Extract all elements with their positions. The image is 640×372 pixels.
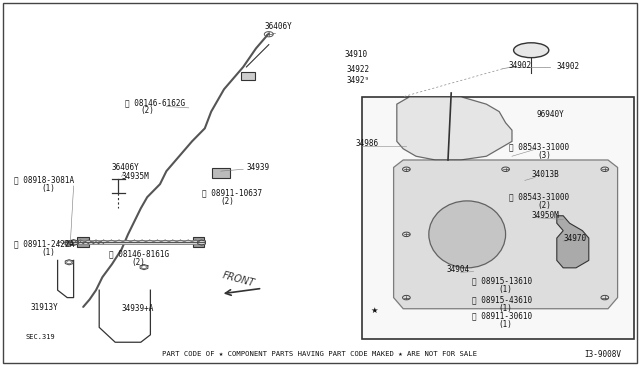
Ellipse shape — [513, 43, 548, 58]
Text: (1): (1) — [42, 248, 56, 257]
Text: 34922: 34922 — [347, 65, 370, 74]
Text: (3): (3) — [538, 151, 552, 160]
Text: (2): (2) — [221, 197, 235, 206]
Text: 34970: 34970 — [563, 234, 586, 243]
Text: Ⓢ 08543-31000: Ⓢ 08543-31000 — [509, 142, 569, 151]
Text: I3-9008V: I3-9008V — [584, 350, 621, 359]
Text: 34902: 34902 — [557, 62, 580, 71]
Text: (1): (1) — [498, 285, 512, 294]
Text: Ⓘ 08911-30610: Ⓘ 08911-30610 — [472, 312, 532, 321]
Polygon shape — [397, 97, 512, 160]
Bar — [362, 97, 634, 339]
Ellipse shape — [429, 201, 506, 268]
Text: Ⓘ 08918-3081A: Ⓘ 08918-3081A — [14, 175, 74, 184]
Bar — [77, 237, 89, 247]
Text: 34910: 34910 — [344, 50, 367, 59]
Text: 96940Y: 96940Y — [536, 110, 564, 119]
Text: 34986: 34986 — [355, 139, 378, 148]
Text: (2): (2) — [131, 258, 145, 267]
Text: Ⓘ 08915-43610: Ⓘ 08915-43610 — [472, 295, 532, 304]
Text: (1): (1) — [498, 320, 512, 329]
Text: Ⓑ 08146-8161G: Ⓑ 08146-8161G — [109, 250, 169, 259]
Bar — [212, 168, 230, 178]
Text: Ⓑ 08146-6162G: Ⓑ 08146-6162G — [125, 98, 185, 107]
Bar — [193, 237, 204, 247]
Text: 34902: 34902 — [509, 61, 532, 70]
Text: 31913Y: 31913Y — [31, 302, 58, 311]
Text: ★: ★ — [371, 306, 378, 315]
Text: Ⓘ 08915-13610: Ⓘ 08915-13610 — [472, 276, 532, 285]
Text: 3492⁹: 3492⁹ — [347, 76, 370, 84]
Text: 34935M: 34935M — [122, 171, 149, 180]
Text: 36406Y: 36406Y — [264, 22, 292, 31]
Text: SEC.319: SEC.319 — [26, 334, 55, 340]
Text: (2): (2) — [538, 201, 552, 209]
Text: 34939: 34939 — [246, 163, 269, 172]
Text: (1): (1) — [498, 304, 512, 312]
Text: 36406Y: 36406Y — [112, 163, 140, 172]
Polygon shape — [394, 160, 618, 309]
Text: Ⓘ 08911-2422A: Ⓘ 08911-2422A — [14, 239, 74, 248]
Text: 34939+A: 34939+A — [122, 304, 154, 312]
Text: 34950M: 34950M — [531, 211, 559, 219]
Text: Ⓘ 08911-10637: Ⓘ 08911-10637 — [202, 188, 262, 197]
Text: 34013B: 34013B — [531, 170, 559, 179]
Text: (2): (2) — [141, 106, 155, 115]
Text: PART CODE OF ★ COMPONENT PARTS HAVING PART CODE MAKED ★ ARE NOT FOR SALE: PART CODE OF ★ COMPONENT PARTS HAVING PA… — [163, 351, 477, 357]
Text: Ⓢ 08543-31000: Ⓢ 08543-31000 — [509, 192, 569, 201]
Polygon shape — [557, 216, 589, 268]
Text: FRONT: FRONT — [221, 270, 256, 288]
Text: 34904: 34904 — [447, 265, 470, 274]
Bar — [241, 72, 255, 80]
Text: (1): (1) — [42, 184, 56, 193]
